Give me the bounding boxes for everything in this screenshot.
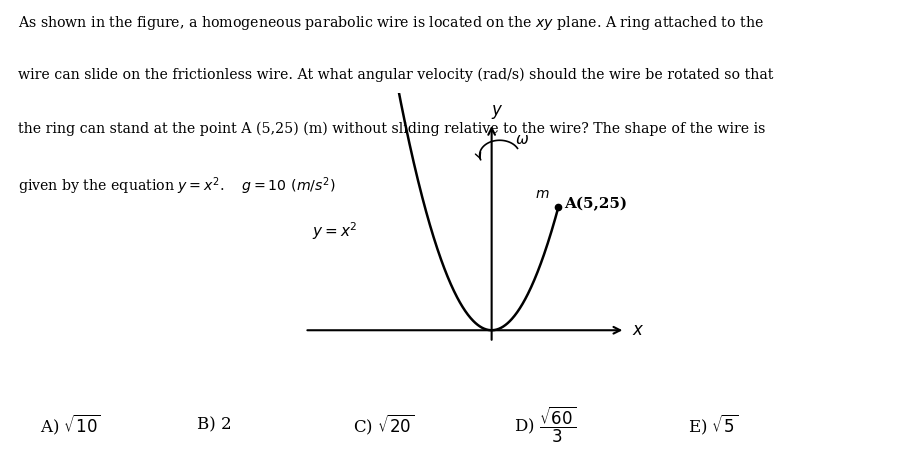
Text: B) 2: B) 2 — [197, 417, 231, 433]
Text: $m$: $m$ — [535, 187, 549, 201]
Text: $y$: $y$ — [491, 103, 503, 120]
Text: wire can slide on the frictionless wire. At what angular velocity (rad/s) should: wire can slide on the frictionless wire.… — [18, 68, 773, 82]
Text: D) $\dfrac{\sqrt{60}}{3}$: D) $\dfrac{\sqrt{60}}{3}$ — [514, 405, 576, 445]
Text: C) $\sqrt{20}$: C) $\sqrt{20}$ — [353, 413, 415, 437]
Text: the ring can stand at the point A (5,25) (m) without sliding relative to the wir: the ring can stand at the point A (5,25)… — [18, 121, 765, 136]
Text: $\omega$: $\omega$ — [515, 133, 529, 147]
Text: E) $\sqrt{5}$: E) $\sqrt{5}$ — [688, 413, 738, 437]
Text: $x$: $x$ — [632, 322, 644, 339]
Text: $y = x^2$: $y = x^2$ — [312, 221, 358, 242]
Text: A(5,25): A(5,25) — [564, 198, 627, 212]
Text: given by the equation $y = x^2$.    $g = 10\ (m/s^2)$: given by the equation $y = x^2$. $g = 10… — [18, 175, 335, 197]
Text: As shown in the figure, a homogeneous parabolic wire is located on the $xy$ plan: As shown in the figure, a homogeneous pa… — [18, 14, 764, 32]
Text: A) $\sqrt{10}$: A) $\sqrt{10}$ — [40, 413, 101, 437]
